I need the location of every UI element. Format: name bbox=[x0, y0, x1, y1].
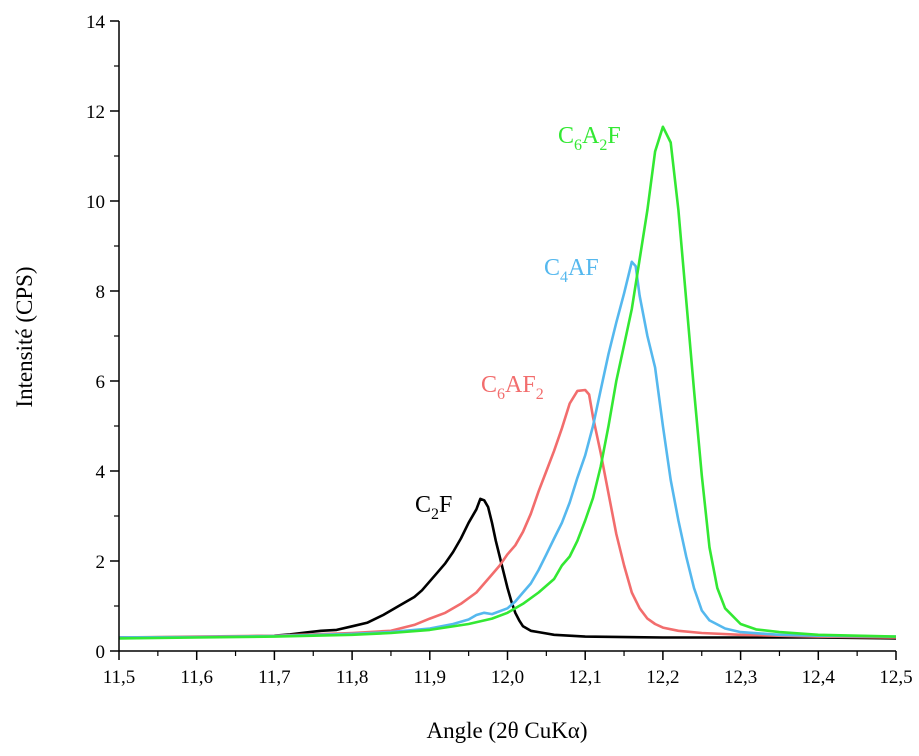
y-tick-label: 12 bbox=[86, 102, 105, 123]
x-tick-label: 11,8 bbox=[336, 667, 369, 688]
x-tick-label: 11,7 bbox=[258, 667, 291, 688]
axes bbox=[110, 20, 897, 660]
series-line-C4AF bbox=[118, 260, 897, 639]
y-axis-title: Intensité (CPS) bbox=[12, 266, 37, 407]
x-tick-label: 12,0 bbox=[491, 667, 524, 688]
y-tick-label: 6 bbox=[96, 372, 106, 393]
x-tick-label: 11,5 bbox=[103, 667, 136, 688]
x-tick-label: 12,4 bbox=[802, 667, 836, 688]
series-layer bbox=[118, 125, 897, 640]
series-label-C6AF2: C6AF2 bbox=[481, 372, 544, 403]
series-line-C2F bbox=[119, 497, 897, 640]
series-labels: C2F C6AF2 C4AF C6A2F bbox=[415, 123, 621, 523]
tick-labels: 11,5 11,6 11,7 11,8 11,9 12,0 12,1 12,2 12,3 12,4… bbox=[86, 12, 913, 688]
series-label-C4AF: C4AF bbox=[544, 255, 599, 286]
x-tick-label: 12,1 bbox=[569, 667, 602, 688]
series-line-C6A2F bbox=[118, 125, 897, 640]
y-tick-label: 2 bbox=[96, 552, 106, 573]
series-label-C2F: C2F bbox=[415, 492, 452, 523]
y-tick-label: 0 bbox=[96, 642, 106, 663]
series-label-C6A2F: C6A2F bbox=[558, 123, 621, 154]
y-tick-label: 8 bbox=[96, 282, 106, 303]
y-tick-label: 4 bbox=[96, 462, 106, 483]
x-axis-title: Angle (2θ CuKα) bbox=[426, 718, 587, 743]
x-tick-label: 12,5 bbox=[879, 667, 912, 688]
x-tick-label: 11,9 bbox=[414, 667, 447, 688]
x-tick-label: 12,2 bbox=[646, 667, 679, 688]
y-tick-label: 10 bbox=[86, 192, 105, 213]
y-tick-label: 14 bbox=[86, 12, 106, 33]
x-tick-label: 12,3 bbox=[724, 667, 757, 688]
series-line-C6AF2 bbox=[118, 388, 897, 639]
x-tick-label: 11,6 bbox=[180, 667, 213, 688]
